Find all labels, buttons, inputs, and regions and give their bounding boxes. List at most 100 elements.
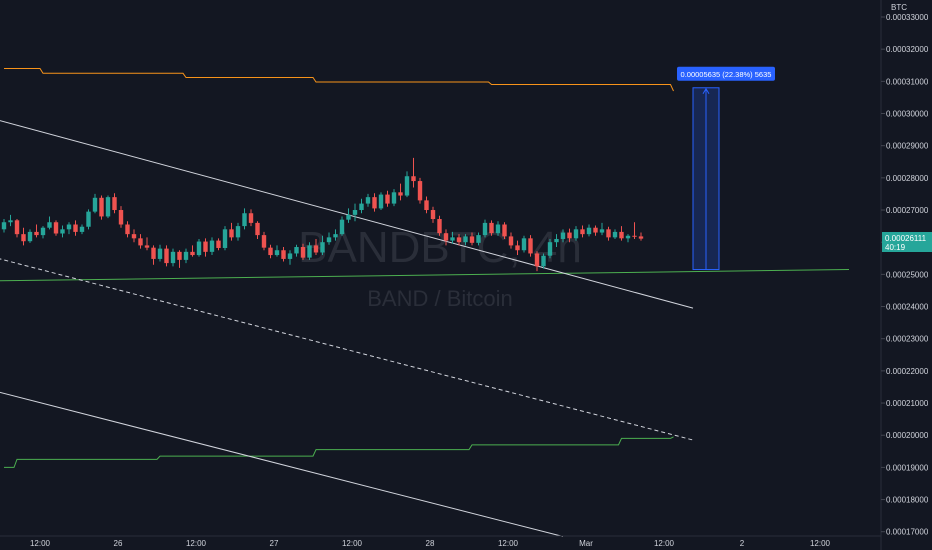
candle-body <box>209 240 215 252</box>
candle-body <box>27 231 33 242</box>
candle <box>34 224 39 238</box>
candle <box>593 225 598 236</box>
price-axis[interactable]: BTC 0.000330000.000320000.000310000.0003… <box>880 0 929 550</box>
candle <box>92 193 98 214</box>
candle <box>554 234 559 248</box>
candle <box>196 238 202 257</box>
candle <box>456 234 462 246</box>
price-tick-label: 0.00022000 <box>886 367 929 376</box>
candle-body <box>411 176 416 182</box>
candle <box>222 226 228 251</box>
candle <box>333 229 338 241</box>
candle <box>86 209 91 230</box>
time-axis[interactable]: 12:00 26 12:00 27 12:00 28 12:00 Mar 12:00 2 12:00 <box>0 535 881 548</box>
candle-body <box>580 229 585 235</box>
time-tick-label: 12:00 <box>498 539 519 548</box>
candle <box>437 215 442 236</box>
candle-body <box>437 219 442 234</box>
candle-body <box>326 237 332 243</box>
candle-body <box>619 231 624 239</box>
price-tick-label: 0.00029000 <box>886 142 929 151</box>
measure-tool[interactable]: 0.00005635 (22.38%) 5635 <box>677 66 775 271</box>
candle-body <box>8 220 13 223</box>
candle <box>346 208 351 223</box>
candle-body <box>112 197 117 211</box>
candle-body <box>66 224 72 230</box>
candle-body <box>47 222 52 228</box>
candle-body <box>378 194 384 209</box>
candle <box>144 237 150 251</box>
price-tick-label: 0.00027000 <box>886 206 929 215</box>
candle <box>320 235 325 256</box>
candle-body <box>73 224 78 232</box>
candle <box>203 238 208 257</box>
candle-body <box>248 213 254 223</box>
candle <box>1 219 7 233</box>
price-tick-label: 0.00031000 <box>886 77 929 86</box>
candle-body <box>450 237 455 241</box>
candle <box>66 222 72 235</box>
candle-body <box>625 235 631 239</box>
candle <box>112 193 117 214</box>
channel-mid-dashed-line <box>0 258 694 441</box>
candle-body <box>34 231 39 236</box>
candle <box>476 232 481 246</box>
candle <box>463 234 468 246</box>
candle <box>261 231 267 251</box>
price-tag-background <box>882 232 932 252</box>
candle-body <box>606 229 611 238</box>
price-tick-label: 0.00017000 <box>886 528 929 537</box>
candle <box>528 235 533 257</box>
candle <box>131 229 137 243</box>
candle <box>255 221 260 239</box>
candle <box>53 220 59 236</box>
candle <box>14 219 20 238</box>
candle <box>151 245 156 265</box>
candle-body <box>430 210 436 220</box>
candle <box>521 235 527 253</box>
candle <box>619 226 624 241</box>
candle-body <box>456 237 462 243</box>
candle-body <box>502 224 507 237</box>
candle <box>391 189 397 207</box>
candle-body <box>372 197 377 209</box>
candle-body <box>105 197 111 217</box>
candle <box>606 226 611 241</box>
candle-body <box>183 251 189 260</box>
candle <box>534 251 540 272</box>
candle-body <box>554 238 559 243</box>
candle <box>404 171 410 198</box>
candle-body <box>313 245 319 253</box>
candle <box>385 190 390 207</box>
candle-body <box>398 192 403 196</box>
candle-body <box>495 224 501 234</box>
candle-body <box>203 241 208 252</box>
candle-body <box>443 233 449 241</box>
time-tick-label: 12:00 <box>342 539 363 548</box>
candle <box>502 222 507 239</box>
candle <box>164 245 169 267</box>
candle-body <box>222 229 228 248</box>
candle <box>424 196 429 214</box>
candle <box>209 237 215 256</box>
time-tick-label: 12:00 <box>186 539 207 548</box>
candle-body <box>573 229 579 239</box>
price-tick-label: 0.00018000 <box>886 496 929 505</box>
candle-body <box>391 192 397 204</box>
candle-body <box>144 245 150 248</box>
candle <box>541 253 546 269</box>
candle <box>612 229 618 239</box>
candle <box>398 183 403 201</box>
measure-label: 0.00005635 (22.38%) 5635 <box>681 70 772 79</box>
candle-body <box>469 236 475 243</box>
candle-body <box>190 251 195 256</box>
candles-layer <box>1 157 644 272</box>
candle-body <box>118 210 124 225</box>
candle <box>183 248 189 264</box>
candle-body <box>138 238 143 246</box>
candle <box>359 198 364 214</box>
candle <box>365 193 371 207</box>
candle-body <box>352 210 358 215</box>
candle <box>125 221 130 238</box>
